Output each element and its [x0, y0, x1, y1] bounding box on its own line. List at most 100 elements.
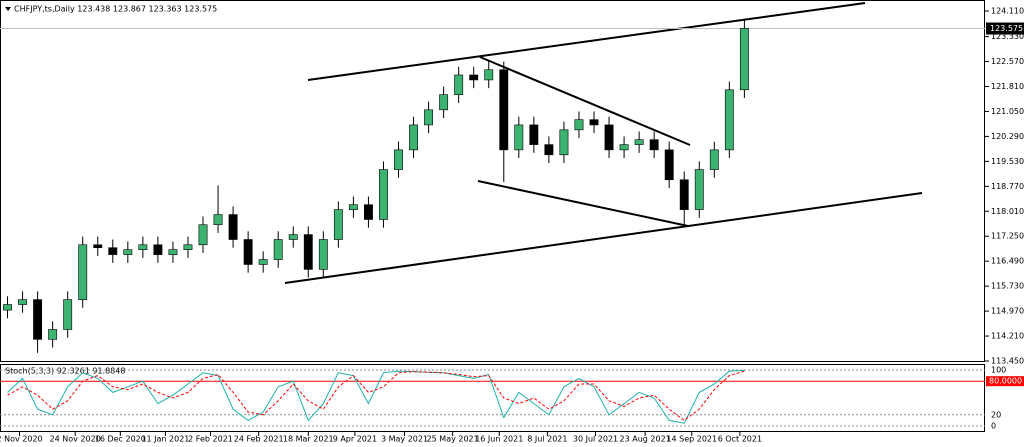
candle-body: [333, 209, 343, 240]
candle-body: [739, 28, 749, 91]
indicator-line: [7, 370, 745, 424]
candle-body: [664, 149, 674, 181]
candle-body: [484, 69, 494, 81]
y-tick-label: 114.210: [991, 332, 1024, 341]
candle-body: [634, 139, 644, 145]
candle-body: [589, 119, 599, 126]
x-tick-label: 18 Mar 2021: [283, 435, 334, 444]
candle-body: [529, 124, 539, 145]
candle-body: [694, 169, 704, 210]
candle-body: [363, 204, 373, 220]
y-tick-label: 124.110: [991, 6, 1024, 15]
collapse-icon[interactable]: [5, 7, 11, 11]
candle-body: [439, 94, 449, 111]
indicator-tick-label: 20: [991, 410, 1001, 419]
x-tick-label: 23 Aug 2021: [620, 435, 671, 444]
candle-body: [348, 204, 358, 210]
candle-body: [153, 244, 163, 255]
y-tick-label: 113.450: [991, 357, 1024, 366]
candle-body: [574, 119, 584, 131]
candle-body: [394, 149, 403, 170]
candle-body: [454, 74, 464, 96]
candle-body: [318, 239, 328, 270]
x-tick-label: 25 May 2021: [427, 435, 479, 444]
candle-body: [409, 124, 418, 151]
candle-body: [168, 249, 178, 255]
candle-body: [258, 259, 268, 265]
y-tick-label: 122.570: [991, 57, 1024, 66]
x-tick-label: 14 Sep 2021: [666, 435, 717, 444]
y-tick-label: 123.330: [991, 32, 1024, 41]
last-price-label: 123.575: [990, 24, 1023, 33]
x-tick-label: 8 Jul 2021: [527, 435, 567, 444]
candle-body: [514, 124, 524, 151]
candle-body: [303, 234, 313, 270]
candle-body: [604, 124, 614, 151]
x-tick-label: 16 Jun 2021: [475, 435, 523, 444]
candle-body: [559, 129, 569, 156]
x-tick-label: 6 Oct 2021: [718, 435, 762, 444]
x-tick-label: 3 May 2021: [381, 435, 428, 444]
y-tick-label: 120.290: [991, 132, 1024, 141]
candle-body: [469, 74, 479, 81]
candle-body: [288, 234, 298, 240]
candle-body: [649, 139, 659, 151]
candle-body: [93, 244, 103, 249]
y-tick-label: 115.730: [991, 282, 1024, 291]
candle-body: [379, 169, 388, 220]
x-tick-label: 16 Dec 2020: [95, 435, 146, 444]
x-tick-label: 9 Apr 2021: [333, 435, 377, 444]
candle-body: [48, 329, 58, 340]
indicator-title: Stoch(5,3,3) 92.3261 91.8848: [5, 367, 125, 376]
candle-body: [709, 149, 719, 170]
indicator-tick-label: 0: [991, 422, 996, 431]
candle-body: [3, 304, 12, 311]
y-tick-label: 121.810: [991, 82, 1024, 91]
candle-body: [108, 247, 118, 255]
candle-body: [273, 239, 283, 260]
indicator-tick-label: 100: [991, 365, 1006, 374]
indicator-tick-label: 80.0000: [989, 377, 1022, 386]
x-tick-label: 24 Nov 2020: [50, 435, 101, 444]
candle-body: [63, 299, 73, 330]
candle-body: [724, 89, 734, 151]
candle-body: [123, 249, 133, 255]
candle-body: [499, 69, 509, 151]
candle-body: [243, 239, 253, 265]
candle-body: [679, 179, 689, 210]
y-tick-label: 121.050: [991, 107, 1024, 116]
trend-line: [477, 180, 689, 227]
x-tick-label: 11 Jan 2021: [141, 435, 189, 444]
x-tick-label: 2 Feb 2021: [188, 435, 233, 444]
trend-line: [307, 2, 866, 81]
candle-body: [228, 214, 238, 240]
main-frame: [0, 0, 985, 362]
last-price-box: [986, 22, 1024, 35]
candle-body: [544, 144, 554, 156]
y-tick-label: 118.010: [991, 207, 1024, 216]
x-tick-label: 30 Jul 2021: [573, 435, 618, 444]
candle-body: [183, 244, 193, 250]
indicator-level-box: [986, 376, 1024, 387]
y-tick-label: 118.770: [991, 182, 1024, 191]
x-tick-label: 24 Feb 2021: [234, 435, 284, 444]
candle-body: [18, 299, 27, 305]
trend-line: [284, 192, 923, 284]
indicator-frame: [0, 364, 985, 432]
y-tick-label: 117.250: [991, 232, 1024, 241]
x-tick-label: 2 Nov 2020: [0, 435, 43, 444]
candle-body: [213, 214, 223, 226]
candle-body: [33, 299, 43, 340]
candle-body: [198, 224, 208, 246]
candle-body: [619, 144, 629, 151]
y-tick-label: 116.490: [991, 257, 1024, 266]
chart-title: CHFJPY,ts,Daily 123.438 123.867 123.363 …: [14, 5, 217, 14]
indicator-line: [7, 370, 745, 422]
trend-lines: [284, 2, 923, 284]
trend-line: [479, 56, 691, 146]
candle-body: [138, 244, 148, 250]
y-tick-label: 114.970: [991, 307, 1024, 316]
candle-body: [78, 244, 88, 300]
